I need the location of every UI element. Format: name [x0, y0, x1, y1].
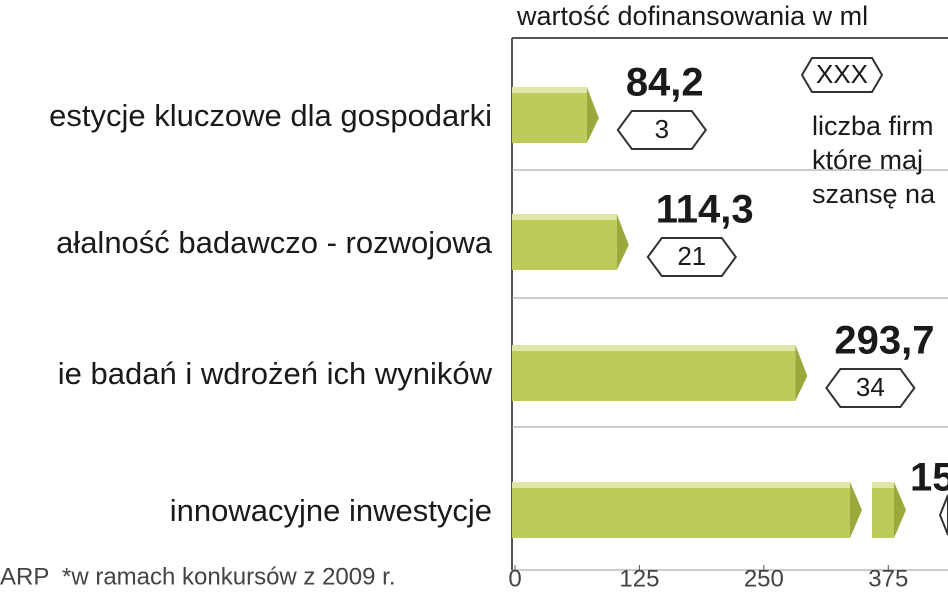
- broken-bar: [512, 482, 906, 538]
- count-label: 3: [655, 114, 669, 144]
- legend-text: które maj: [812, 145, 923, 175]
- legend-symbol: [800, 57, 884, 93]
- category-label: estycje kluczowe dla gospodarki: [49, 98, 492, 133]
- category-label: ie badań i wdrożeń ich wyników: [58, 356, 493, 391]
- count-badge: [616, 110, 708, 150]
- count-label: 34: [856, 372, 885, 402]
- value-label: 293,7: [834, 319, 934, 363]
- count-label: 21: [677, 241, 706, 271]
- x-tick-label: 375: [868, 565, 908, 592]
- count-badge-cut: [938, 494, 948, 536]
- legend-symbol-text: XXX: [816, 59, 868, 89]
- source: ARP: [0, 563, 49, 590]
- value-label: 15: [910, 456, 948, 500]
- x-tick-label: 250: [744, 565, 784, 592]
- count-badge: [825, 368, 916, 408]
- legend-text: szansę na: [812, 179, 936, 209]
- note: *w ramach konkursów z 2009 r.: [62, 563, 395, 590]
- bar: [512, 214, 629, 270]
- bar: [512, 87, 599, 143]
- category-label: innowacyjne inwestycje: [170, 493, 492, 528]
- bar: [512, 345, 808, 401]
- category-label: ałalność badawczo - rozwojowa: [56, 225, 493, 260]
- x-tick-label: 0: [508, 565, 521, 592]
- value-label: 84,2: [626, 61, 704, 105]
- header: wartość dofinansowania w ml: [516, 1, 868, 31]
- legend-text: liczba firm: [812, 111, 934, 141]
- x-tick-label: 125: [619, 565, 659, 592]
- count-badge: [646, 237, 738, 277]
- value-label: 114,3: [656, 188, 754, 232]
